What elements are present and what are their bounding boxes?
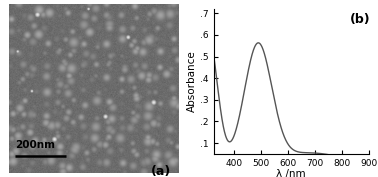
X-axis label: λ /nm: λ /nm	[276, 169, 306, 177]
Text: (a): (a)	[151, 165, 172, 177]
Text: 200nm: 200nm	[15, 140, 56, 150]
Y-axis label: Absorbance: Absorbance	[187, 51, 197, 112]
Text: (b): (b)	[350, 13, 370, 26]
